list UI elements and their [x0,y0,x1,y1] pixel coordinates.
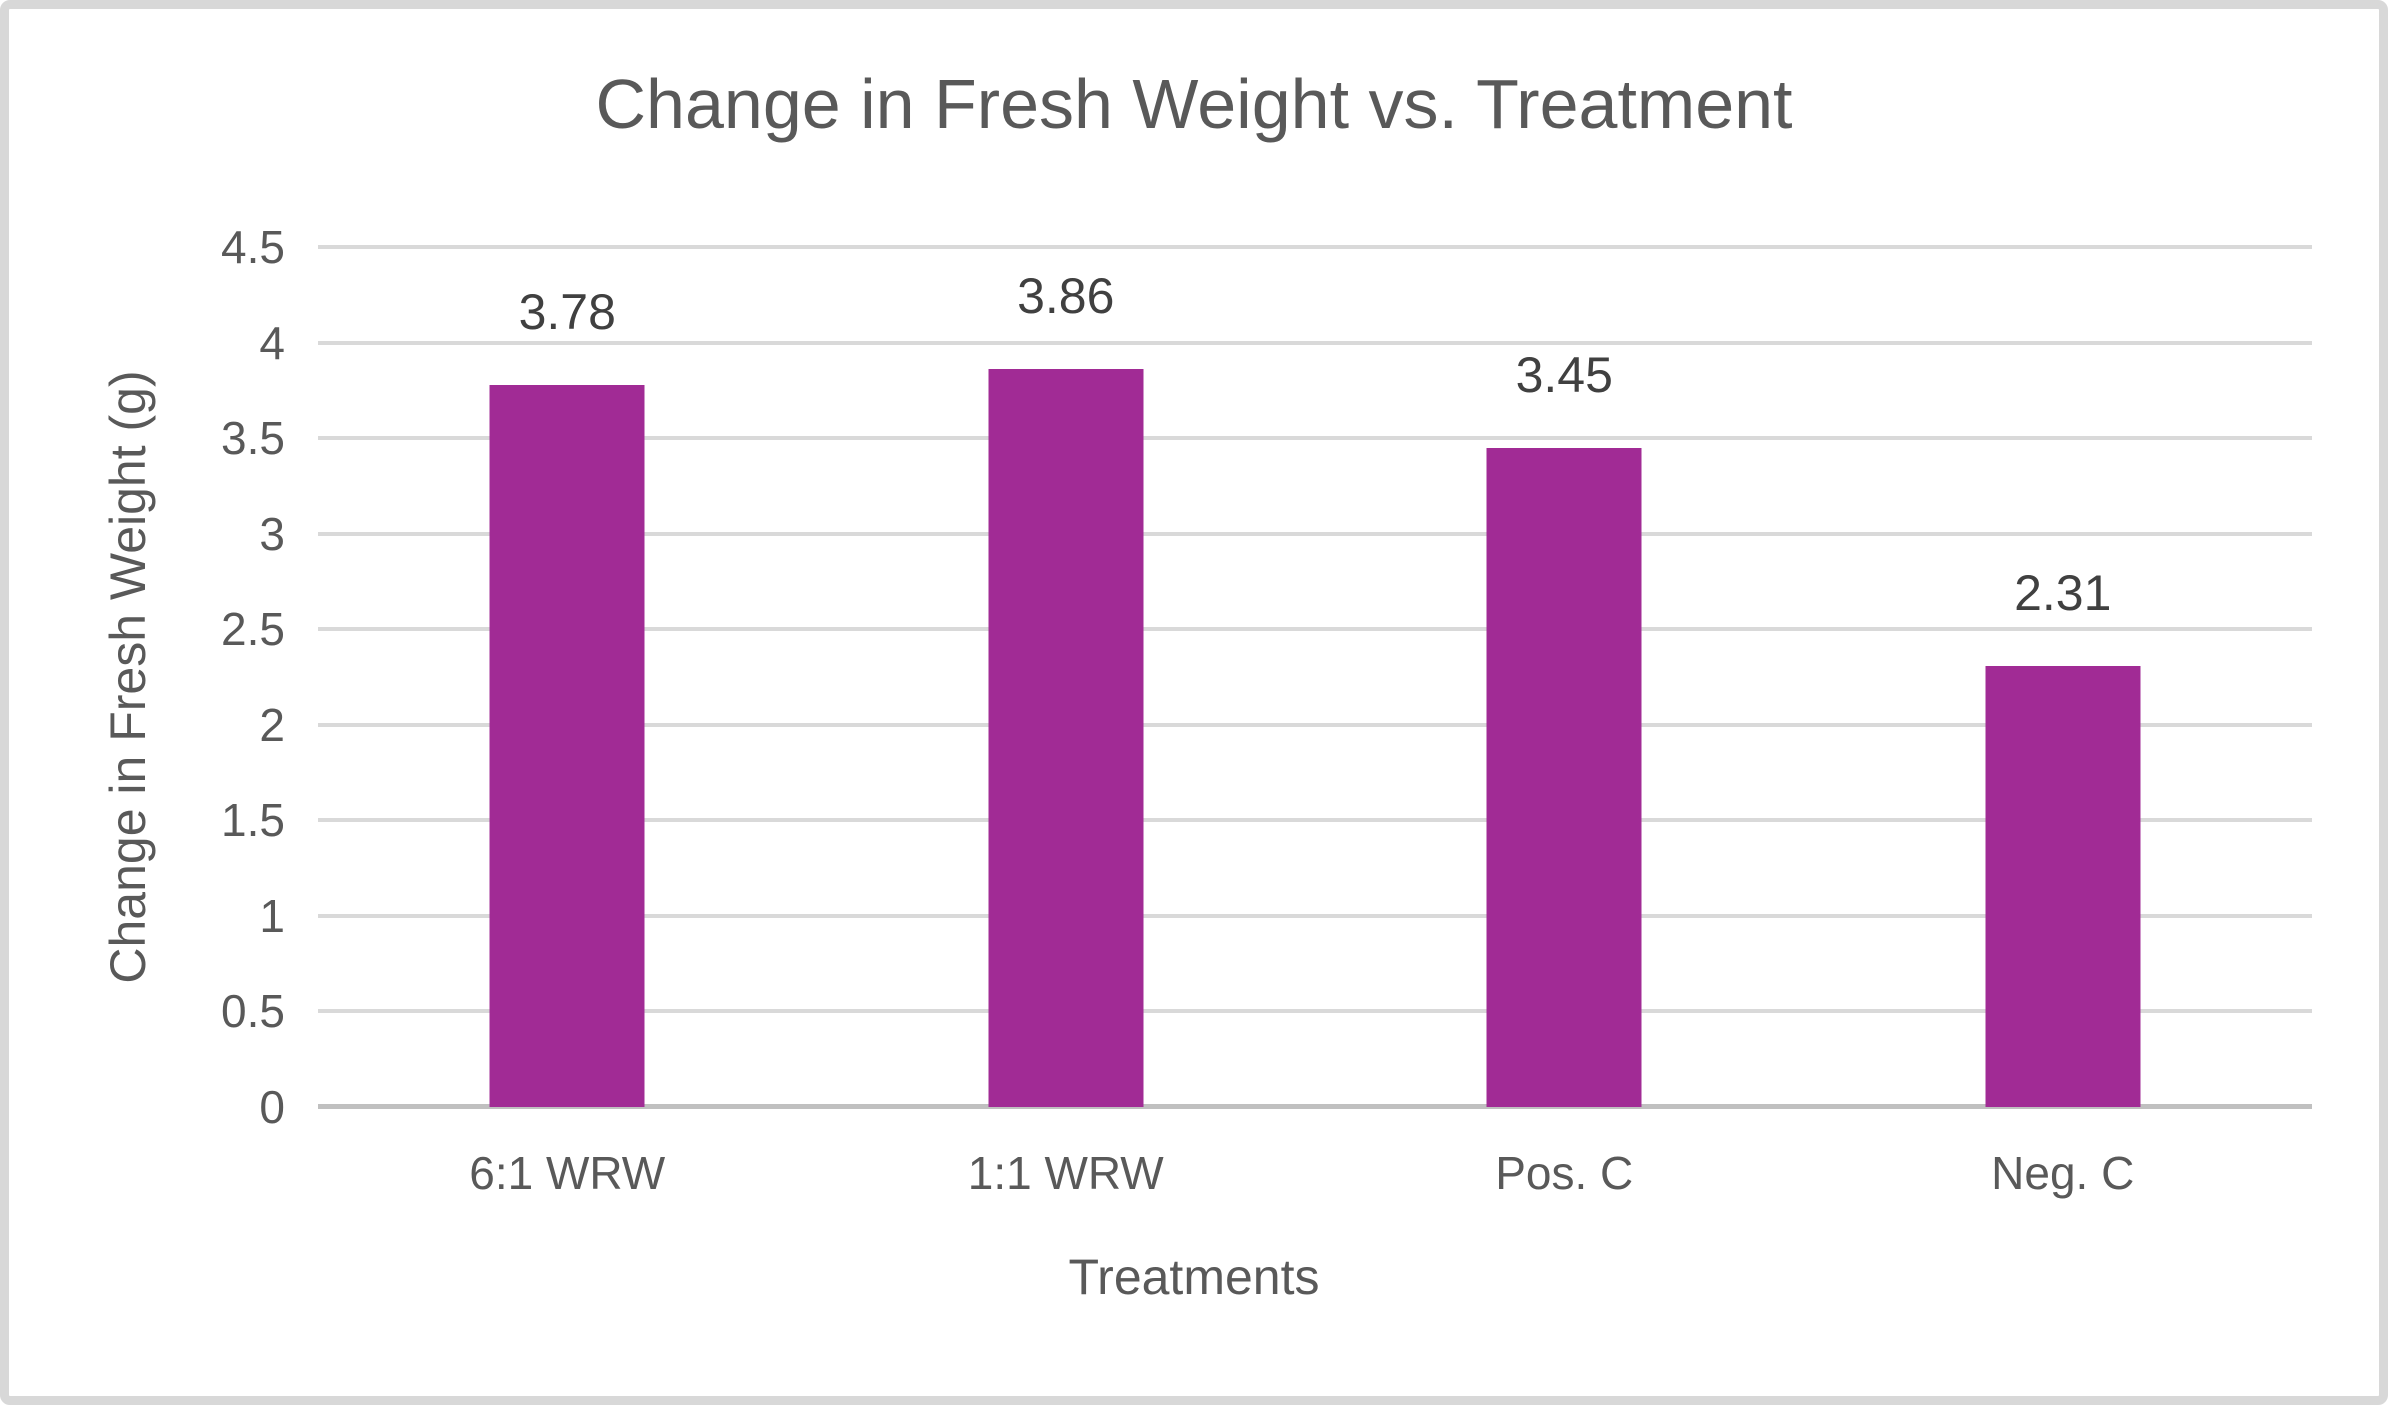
bar-data-label: 2.31 [2014,564,2112,621]
bar-data-label: 3.78 [518,283,616,340]
x-category-label: Neg. C [1991,1147,2135,1199]
bar-slot: 3.86 [817,247,1316,1107]
y-tick-label: 1 [259,889,285,942]
x-axis-title: Treatments [1068,1249,1320,1305]
gridline [318,531,2312,536]
gridline [318,818,2312,823]
x-category-label: Pos. C [1495,1147,1634,1199]
x-axis-line [318,1104,2312,1109]
bar: 2.31 [1985,568,2141,1107]
bar: 3.78 [489,287,645,1107]
y-tick-label: 2.5 [221,603,285,656]
gridline [318,1009,2312,1014]
gridline [318,722,2312,727]
gridline [318,913,2312,918]
y-tick-label: 0.5 [221,985,285,1038]
bar: 3.86 [988,271,1144,1107]
bar-slot: 3.45 [1315,247,1814,1107]
bar-data-label: 3.86 [1017,268,1115,325]
y-tick-label: 4 [259,316,285,369]
bar-data-label: 3.45 [1515,346,1613,403]
y-tick-label: 4.5 [221,221,285,273]
y-tick-label: 3 [259,507,285,560]
gridline [318,340,2312,345]
bar: 3.45 [1486,350,1642,1107]
y-tick-label: 0 [259,1081,285,1133]
bar-slot: 2.31 [1814,247,2313,1107]
plot-area: 3.78 3.86 3.45 2.31 [318,245,2313,1109]
x-axis-labels: 6:1 WRW 1:1 WRW Pos. C Neg. C [318,1148,2312,1208]
gridline [318,245,2312,249]
y-tick-label: 2 [259,698,285,751]
y-tick-label: 1.5 [221,794,285,847]
chart-title: Change in Fresh Weight vs. Treatment [595,65,1793,143]
x-category-label: 1:1 WRW [967,1147,1164,1199]
bar-slot: 3.78 [318,247,817,1107]
y-tick-label: 3.5 [221,412,285,465]
gridline [318,627,2312,632]
x-category-label: 6:1 WRW [469,1147,666,1199]
gridline [318,436,2312,441]
y-axis-ticks: 0 0.5 1 1.5 2 2.5 3 3.5 4 4.5 [0,224,285,1130]
